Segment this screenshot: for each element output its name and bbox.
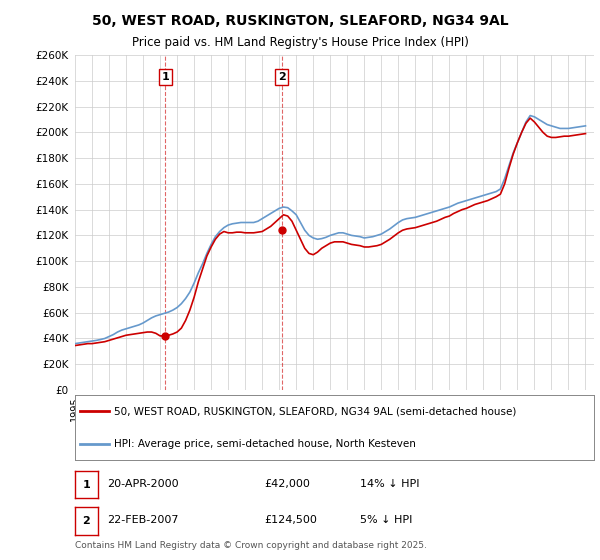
Text: 1: 1 <box>161 72 169 82</box>
Text: 2: 2 <box>278 72 286 82</box>
Text: 50, WEST ROAD, RUSKINGTON, SLEAFORD, NG34 9AL (semi-detached house): 50, WEST ROAD, RUSKINGTON, SLEAFORD, NG3… <box>114 406 516 416</box>
Text: 2: 2 <box>83 516 90 526</box>
Text: £42,000: £42,000 <box>264 479 310 489</box>
Text: £124,500: £124,500 <box>264 515 317 525</box>
Text: 5% ↓ HPI: 5% ↓ HPI <box>360 515 412 525</box>
Text: 22-FEB-2007: 22-FEB-2007 <box>107 515 178 525</box>
Text: Price paid vs. HM Land Registry's House Price Index (HPI): Price paid vs. HM Land Registry's House … <box>131 36 469 49</box>
Text: 20-APR-2000: 20-APR-2000 <box>107 479 178 489</box>
Text: Contains HM Land Registry data © Crown copyright and database right 2025.: Contains HM Land Registry data © Crown c… <box>75 541 427 550</box>
Text: 14% ↓ HPI: 14% ↓ HPI <box>360 479 419 489</box>
Text: 50, WEST ROAD, RUSKINGTON, SLEAFORD, NG34 9AL: 50, WEST ROAD, RUSKINGTON, SLEAFORD, NG3… <box>92 14 508 28</box>
Text: HPI: Average price, semi-detached house, North Kesteven: HPI: Average price, semi-detached house,… <box>114 438 416 449</box>
Text: 1: 1 <box>83 480 90 489</box>
